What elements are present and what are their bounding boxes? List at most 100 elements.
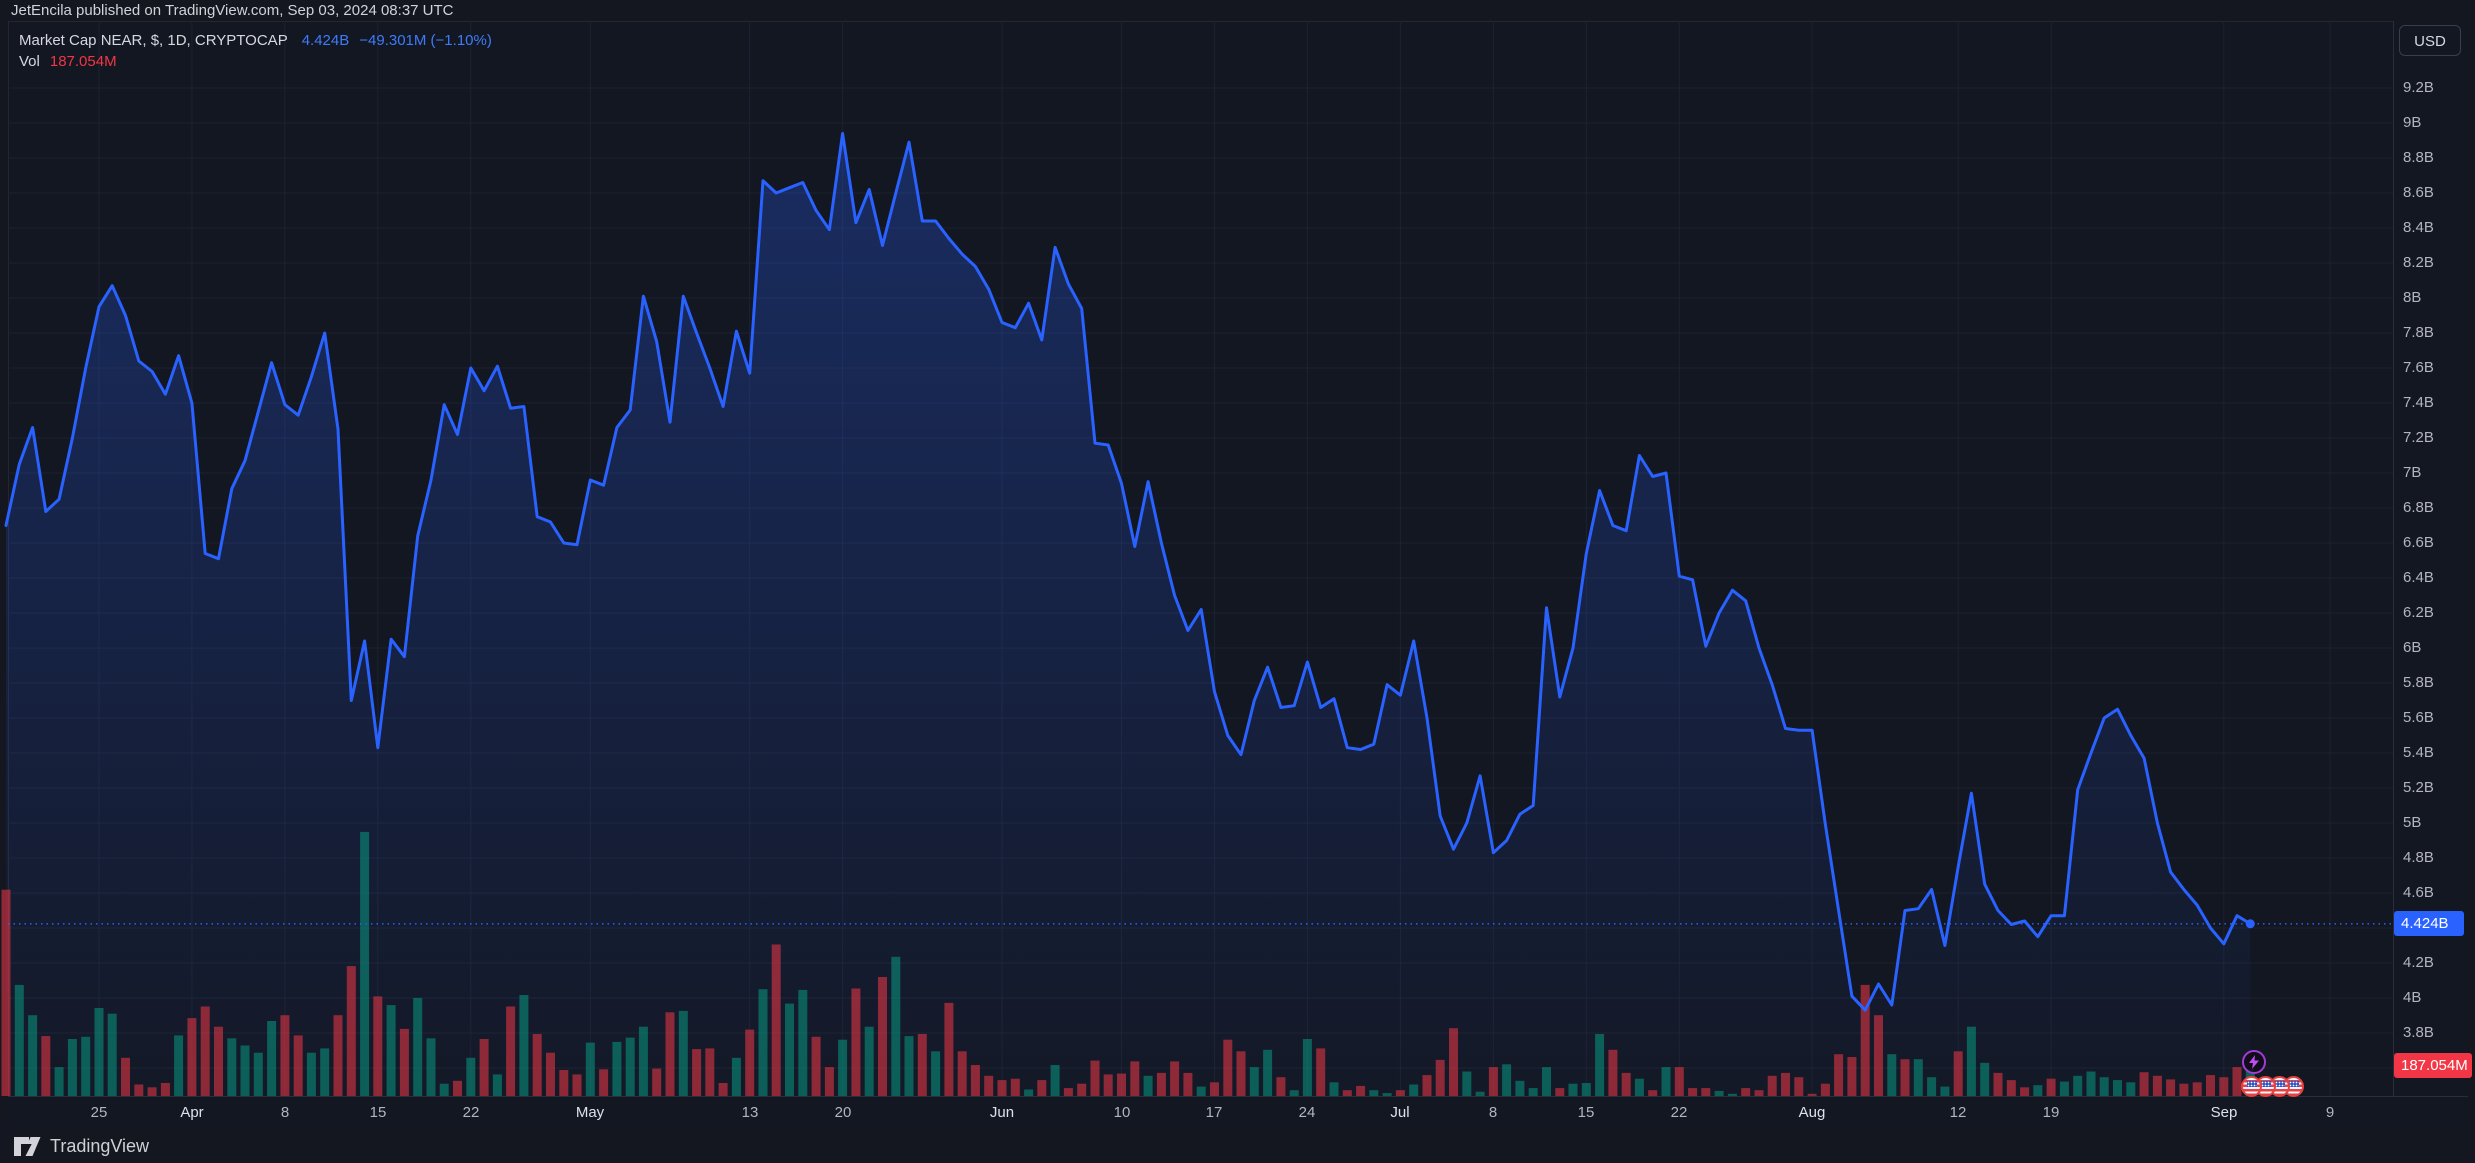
usa-flag-sticker[interactable] — [2241, 1076, 2262, 1097]
price-line — [4, 132, 2252, 1012]
volume-bar — [1900, 1059, 1910, 1096]
volume-bar — [652, 1068, 662, 1096]
brand-logo[interactable]: TradingView — [14, 1136, 149, 1157]
price-axis-label: 8.4B — [2403, 219, 2434, 236]
brand-name: TradingView — [50, 1136, 150, 1156]
price-axis-label: 8.2B — [2403, 254, 2434, 271]
volume-bar — [758, 989, 768, 1096]
price-axis-label: 9B — [2403, 114, 2422, 131]
last-price-marker — [8, 919, 2393, 929]
time-axis-label: 8 — [1488, 1104, 1498, 1121]
volume-bar — [1210, 1082, 1219, 1096]
price-axis-label: 7.2B — [2403, 429, 2434, 446]
volume-bar — [1369, 1090, 1379, 1096]
volume-bar — [1395, 1090, 1405, 1096]
volume-bar — [957, 1051, 967, 1096]
volume-bar — [121, 1057, 130, 1096]
legend-row-main[interactable]: Market Cap NEAR, $, 1D, CRYPTOCAP 4.424B −… — [19, 32, 492, 49]
volume-bar — [2073, 1075, 2083, 1096]
volume-bar — [1714, 1090, 1724, 1096]
volume-bar — [1156, 1072, 1166, 1096]
volume-bar — [532, 1034, 542, 1096]
price-axis-label: 4B — [2403, 989, 2422, 1006]
volume-bar — [2099, 1077, 2109, 1096]
volume-bar — [745, 1029, 755, 1096]
volume-bar — [1648, 1090, 1658, 1096]
price-axis-label: 6.8B — [2403, 499, 2434, 516]
volume-bar — [1024, 1089, 1034, 1096]
price-axis-label: 6.4B — [2403, 569, 2434, 586]
volume-bar — [519, 995, 529, 1096]
time-axis[interactable] — [8, 1096, 2468, 1130]
publish-header: JetEncila published on TradingView.com, … — [11, 2, 454, 19]
volume-bar — [1196, 1086, 1206, 1096]
volume-bar — [1993, 1072, 2003, 1096]
volume-bar — [1767, 1075, 1777, 1096]
volume-bar — [1621, 1072, 1631, 1096]
currency-toggle-button[interactable]: USD — [2399, 25, 2461, 56]
time-axis-label: 22 — [1670, 1104, 1688, 1121]
volume-bar — [160, 1083, 170, 1096]
volume-bar — [585, 1042, 595, 1096]
volume-bar — [479, 1039, 489, 1096]
volume-bar — [1701, 1088, 1711, 1096]
volume-bar — [1834, 1054, 1844, 1096]
volume-bar — [1595, 1034, 1605, 1096]
volume-bar — [891, 956, 901, 1096]
price-axis[interactable] — [2393, 21, 2468, 1130]
volume-bar — [2166, 1079, 2176, 1096]
volume-bar — [1063, 1088, 1073, 1096]
volume-bar — [1143, 1075, 1153, 1096]
footer-bar — [0, 1130, 2475, 1163]
volume-bar — [200, 1006, 210, 1096]
volume-bar — [1515, 1080, 1525, 1096]
price-axis-label: 6.2B — [2403, 604, 2434, 621]
time-axis-label: 15 — [1577, 1104, 1595, 1121]
volume-bar — [2232, 1067, 2242, 1096]
volume-bar — [1289, 1090, 1299, 1096]
volume-bar — [333, 1015, 343, 1096]
volume-bar — [453, 1080, 462, 1096]
volume-bar — [851, 988, 861, 1096]
volume-bar — [970, 1065, 980, 1096]
lightning-sticker[interactable] — [2242, 1050, 2266, 1074]
volume-bar — [1887, 1054, 1897, 1096]
volume-bar — [1741, 1088, 1751, 1096]
time-axis-label: 25 — [90, 1104, 108, 1121]
volume-bar — [771, 944, 781, 1096]
volume-bar — [94, 1008, 104, 1096]
time-axis-label: 22 — [462, 1104, 480, 1121]
volume-bar — [2059, 1081, 2069, 1096]
time-axis-label: May — [575, 1104, 605, 1121]
volume-bar — [2219, 1077, 2229, 1096]
volume-bar — [293, 1035, 303, 1096]
price-axis-label: 6.6B — [2403, 534, 2434, 551]
volume-bar — [506, 1006, 516, 1096]
legend-last-value: 4.424B — [301, 32, 350, 49]
volume-bar — [1820, 1083, 1830, 1096]
volume-bar — [1940, 1086, 1950, 1096]
volume-bar — [1276, 1077, 1286, 1096]
volume-bar — [320, 1048, 330, 1096]
volume-bar — [1409, 1084, 1419, 1096]
volume-bar — [373, 996, 383, 1096]
time-axis-label: 12 — [1949, 1104, 1967, 1121]
volume-bar — [1, 889, 11, 1096]
volume-bar — [134, 1084, 144, 1096]
volume-bar — [811, 1036, 821, 1096]
volume-bar — [1170, 1061, 1180, 1096]
flag-canton — [2289, 1081, 2299, 1087]
last-price-badge: 4.424B — [2394, 911, 2464, 936]
volume-bar — [1130, 1061, 1140, 1096]
time-axis-label: 19 — [2042, 1104, 2060, 1121]
volume-bar — [1090, 1060, 1100, 1096]
time-axis-label: Aug — [1798, 1104, 1826, 1121]
volume-bar — [984, 1075, 994, 1096]
price-axis-label: 7B — [2403, 464, 2422, 481]
volume-bar — [2139, 1072, 2149, 1096]
volume-bar — [253, 1052, 263, 1096]
price-axis-label: 7.8B — [2403, 324, 2434, 341]
legend-row-volume[interactable]: Vol 187.054M — [19, 53, 117, 70]
volume-bar — [2126, 1082, 2136, 1096]
